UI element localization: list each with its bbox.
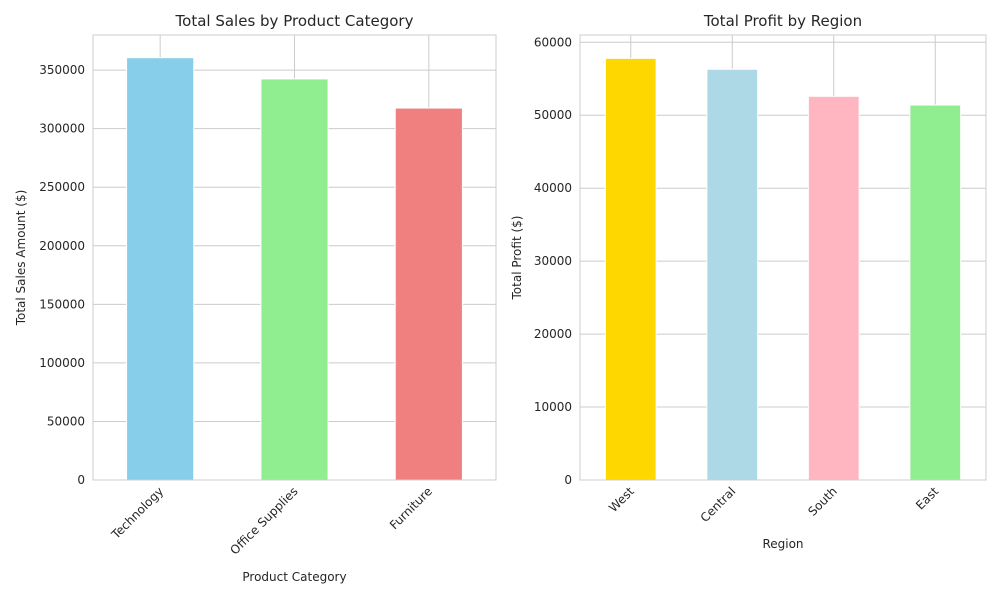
sales-chart-frame bbox=[92, 34, 497, 481]
profit-y-tick-label: 60000 bbox=[534, 35, 572, 49]
profit-y-tick-label: 30000 bbox=[534, 254, 572, 268]
profit-by-region-chart: 0 10000 20000 30000 40000 50000 60000 West Cent… bbox=[510, 12, 987, 551]
sales-x-tick-label-technology: Technology bbox=[108, 484, 166, 542]
profit-y-tick-label: 10000 bbox=[534, 400, 572, 414]
profit-bar-central bbox=[706, 68, 759, 481]
profit-y-tick-label: 20000 bbox=[534, 327, 572, 341]
profit-y-tick-label: 40000 bbox=[534, 181, 572, 195]
sales-y-tick-label: 150000 bbox=[39, 297, 85, 311]
sales-y-tick-label: 250000 bbox=[39, 180, 85, 194]
profit-y-tick-label: 50000 bbox=[534, 108, 572, 122]
profit-y-tick-label: 0 bbox=[564, 473, 572, 487]
sales-chart-x-ticks: Technology Office Supplies Furniture bbox=[108, 484, 435, 557]
profit-chart-frame bbox=[579, 34, 987, 481]
profit-bar-east bbox=[909, 104, 962, 481]
profit-x-tick-label-west: West bbox=[606, 484, 637, 515]
sales-x-tick-label-furniture: Furniture bbox=[387, 484, 435, 532]
profit-chart-title: Total Profit by Region bbox=[703, 12, 862, 30]
sales-y-tick-label: 200000 bbox=[39, 239, 85, 253]
sales-x-tick-label-office-supplies: Office Supplies bbox=[227, 484, 300, 557]
sales-y-tick-label: 300000 bbox=[39, 122, 85, 136]
sales-chart-title: Total Sales by Product Category bbox=[175, 12, 414, 30]
profit-bar-south bbox=[807, 95, 860, 481]
sales-y-tick-label: 50000 bbox=[47, 414, 85, 428]
sales-bar-office-supplies bbox=[260, 78, 329, 481]
profit-bar-west bbox=[604, 57, 657, 481]
sales-bar-furniture bbox=[394, 107, 463, 481]
profit-x-tick-label-central: Central bbox=[698, 484, 739, 525]
sales-y-tick-label: 350000 bbox=[39, 63, 85, 77]
sales-chart-y-ticks: 0 50000 100000 150000 200000 250000 300000 3500… bbox=[39, 63, 85, 487]
sales-y-tick-label: 0 bbox=[77, 473, 85, 487]
profit-chart-y-ticks: 0 10000 20000 30000 40000 50000 60000 bbox=[534, 35, 572, 487]
sales-y-tick-label: 100000 bbox=[39, 356, 85, 370]
sales-chart-bars bbox=[126, 57, 463, 481]
sales-by-category-chart: 0 50000 100000 150000 200000 250000 300000 3500… bbox=[14, 12, 497, 584]
profit-x-tick-label-south: South bbox=[805, 484, 840, 519]
sales-chart-y-axis-label: Total Sales Amount ($) bbox=[14, 190, 28, 327]
profit-chart-x-ticks: West Central South East bbox=[606, 484, 941, 525]
profit-x-tick-label-east: East bbox=[913, 484, 941, 512]
sales-chart-x-axis-label: Product Category bbox=[242, 570, 346, 584]
sales-bar-technology bbox=[126, 57, 195, 481]
profit-chart-bars bbox=[604, 57, 962, 481]
profit-chart-y-axis-label: Total Profit ($) bbox=[510, 216, 524, 301]
profit-chart-x-axis-label: Region bbox=[762, 537, 803, 551]
